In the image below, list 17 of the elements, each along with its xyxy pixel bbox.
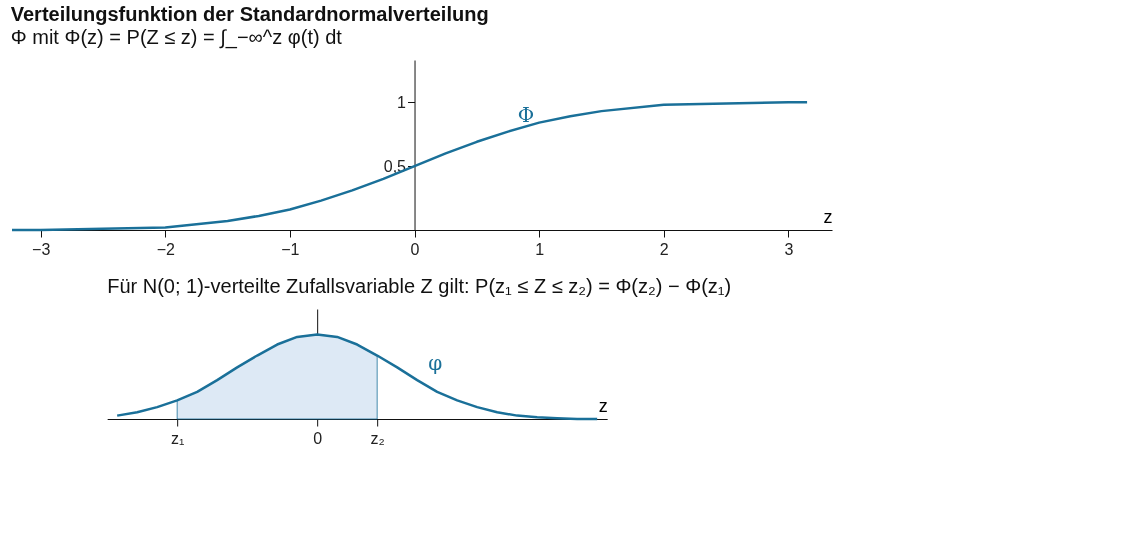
x-tick-label: z₁ [170,429,185,447]
x-tick-label: 2 [659,240,669,258]
x-tick-label: 1 [535,240,545,258]
chart-subtitle: Φ mit Φ(z) = P(Z ≤ z) = ∫_−∞^z φ(t) dt [10,26,343,49]
x-axis-title: z [823,206,833,227]
series-label: φ [428,351,443,376]
x-tick-label: −1 [281,240,300,258]
chart-title: Für N(0; 1)-verteilte Zufallsvariable Z gilt: P(z₁ ≤ Z ≤ z₂) = Φ(z₂) − Φ(z₁) [107,275,732,297]
x-tick-label: 3 [784,240,794,258]
chart-title: Verteilungsfunktion der Standardnormalverteilung [10,3,489,25]
x-tick-label: −2 [156,240,175,258]
x-tick-label: 0 [313,429,323,447]
x-axis-title: z [598,395,608,416]
x-tick-label: −3 [32,240,51,258]
x-tick-label: z₂ [370,429,385,447]
x-tick-label: 0 [410,240,420,258]
series-label: Φ [517,102,535,127]
